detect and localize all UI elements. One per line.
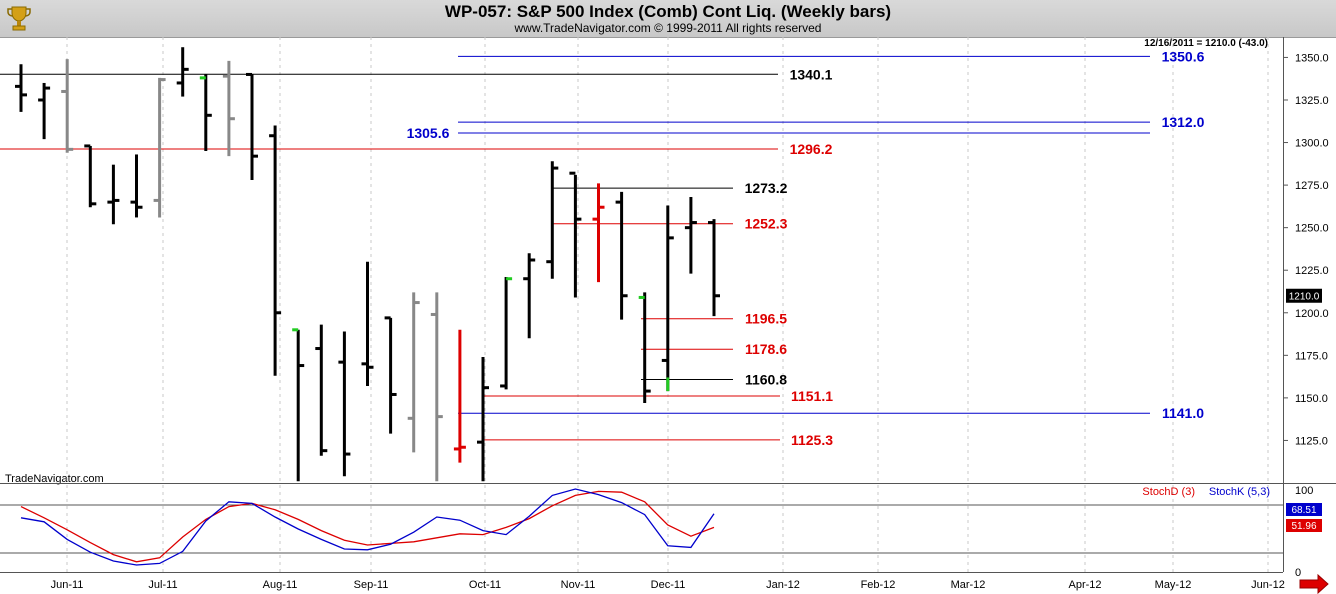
stoch-series-line xyxy=(20,488,715,566)
ohlc-bar xyxy=(246,72,258,180)
x-tick-label: Dec-11 xyxy=(651,579,686,591)
trophy-logo-icon[interactable] xyxy=(4,3,34,33)
stochk-value-label: 68.51 xyxy=(1291,505,1316,516)
ohlc-bar xyxy=(15,64,27,112)
y-tick-label: 1125.0 xyxy=(1295,435,1328,447)
legend-stochd: StochD (3) xyxy=(1142,486,1195,498)
legend-stochk: StochK (5,3) xyxy=(1209,486,1270,498)
ohlc-bar xyxy=(222,60,235,157)
ohlc-bar xyxy=(407,292,420,453)
ohlc-bar xyxy=(615,191,628,320)
y-tick-label: 1175.0 xyxy=(1295,350,1328,362)
stoch-series-line xyxy=(20,490,715,563)
ohlc-bar xyxy=(176,47,189,97)
last-price-info: 12/16/2011 = 1210.0 (-43.0) xyxy=(1144,38,1268,49)
ohlc-bar xyxy=(569,171,582,298)
ohlc-bar xyxy=(592,183,605,283)
scroll-right-arrow-icon[interactable] xyxy=(1299,573,1329,594)
x-tick-label: Feb-12 xyxy=(861,579,896,591)
ohlc-bar xyxy=(292,328,305,482)
y-tick-label: 1250.0 xyxy=(1295,223,1329,235)
y-tick-label: 1225.0 xyxy=(1295,265,1329,277)
y-tick-label: 1200.0 xyxy=(1295,308,1329,320)
x-tick-label: Mar-12 xyxy=(951,579,986,591)
level-label: 1350.6 xyxy=(1162,48,1205,64)
y-tick-label: 1325.0 xyxy=(1295,95,1329,107)
level-label: 1160.8 xyxy=(745,372,787,388)
ohlc-bar xyxy=(61,59,74,153)
level-label: 1312.0 xyxy=(1162,114,1205,130)
ohlc-bar xyxy=(153,77,166,218)
ohlc-bar xyxy=(500,277,513,390)
ohlc-bar xyxy=(384,316,397,434)
ohlc-bar xyxy=(684,197,697,274)
x-tick-label: Jun-11 xyxy=(51,579,84,591)
ohlc-bar xyxy=(661,205,674,392)
level-label: 1252.3 xyxy=(745,216,788,232)
x-tick-label: Sep-11 xyxy=(354,579,389,591)
ohlc-bar xyxy=(199,74,212,152)
x-tick-label: Jul-11 xyxy=(148,579,177,591)
ohlc-bar xyxy=(453,329,466,463)
stoch-y-tick-label: 100 xyxy=(1295,485,1313,497)
level-label: 1141.0 xyxy=(1162,405,1204,421)
ohlc-bar xyxy=(38,82,51,140)
level-label: 1296.2 xyxy=(790,141,833,157)
level-label: 1305.6 xyxy=(407,125,450,141)
chart-subtitle: www.TradeNavigator.com © 1999-2011 All r… xyxy=(514,21,822,35)
chart-title: WP-057: S&P 500 Index (Comb) Cont Liq. (… xyxy=(444,2,892,21)
ohlc-bar xyxy=(269,125,282,376)
level-label: 1125.3 xyxy=(791,432,833,448)
last-price-box xyxy=(1286,288,1322,303)
watermark-text: TradeNavigator.com xyxy=(5,473,104,485)
ohlc-bar xyxy=(107,164,120,225)
x-tick-label: Jun-12 xyxy=(1251,579,1285,591)
ohlc-bar xyxy=(638,292,651,403)
level-label: 1178.6 xyxy=(745,341,787,357)
ohlc-bar xyxy=(315,324,328,456)
x-tick-label: May-12 xyxy=(1155,579,1192,591)
x-tick-label: Nov-11 xyxy=(561,579,596,591)
stoch-y-tick-label: 0 xyxy=(1295,567,1301,579)
ohlc-bar xyxy=(338,331,351,477)
last-price-label: 1210.0 xyxy=(1289,292,1320,303)
level-label: 1151.1 xyxy=(791,388,833,404)
level-label: 1273.2 xyxy=(745,180,788,196)
stochd-value-box xyxy=(1286,519,1322,532)
stochd-value-label: 51.96 xyxy=(1291,521,1316,532)
y-tick-label: 1350.0 xyxy=(1295,52,1329,64)
ohlc-bar xyxy=(708,219,720,317)
ohlc-bar xyxy=(84,144,97,208)
y-tick-label: 1275.0 xyxy=(1295,180,1329,192)
ohlc-bar xyxy=(430,292,443,482)
chart-titlebar: WP-057: S&P 500 Index (Comb) Cont Liq. (… xyxy=(0,0,1336,38)
y-tick-label: 1300.0 xyxy=(1295,138,1329,150)
level-label: 1340.1 xyxy=(790,66,833,82)
level-label: 1196.5 xyxy=(745,311,787,327)
ohlc-bar xyxy=(546,161,559,279)
x-tick-label: Apr-12 xyxy=(1068,579,1101,591)
stochk-value-box xyxy=(1286,503,1322,516)
x-tick-label: Oct-11 xyxy=(469,579,501,591)
ohlc-bar xyxy=(361,261,374,386)
ohlc-bar xyxy=(130,154,143,218)
ohlc-bar xyxy=(523,253,536,339)
ohlc-bar xyxy=(477,357,489,482)
y-tick-label: 1150.0 xyxy=(1295,393,1328,405)
x-tick-label: Aug-11 xyxy=(263,579,298,591)
x-tick-label: Jan-12 xyxy=(766,579,800,591)
